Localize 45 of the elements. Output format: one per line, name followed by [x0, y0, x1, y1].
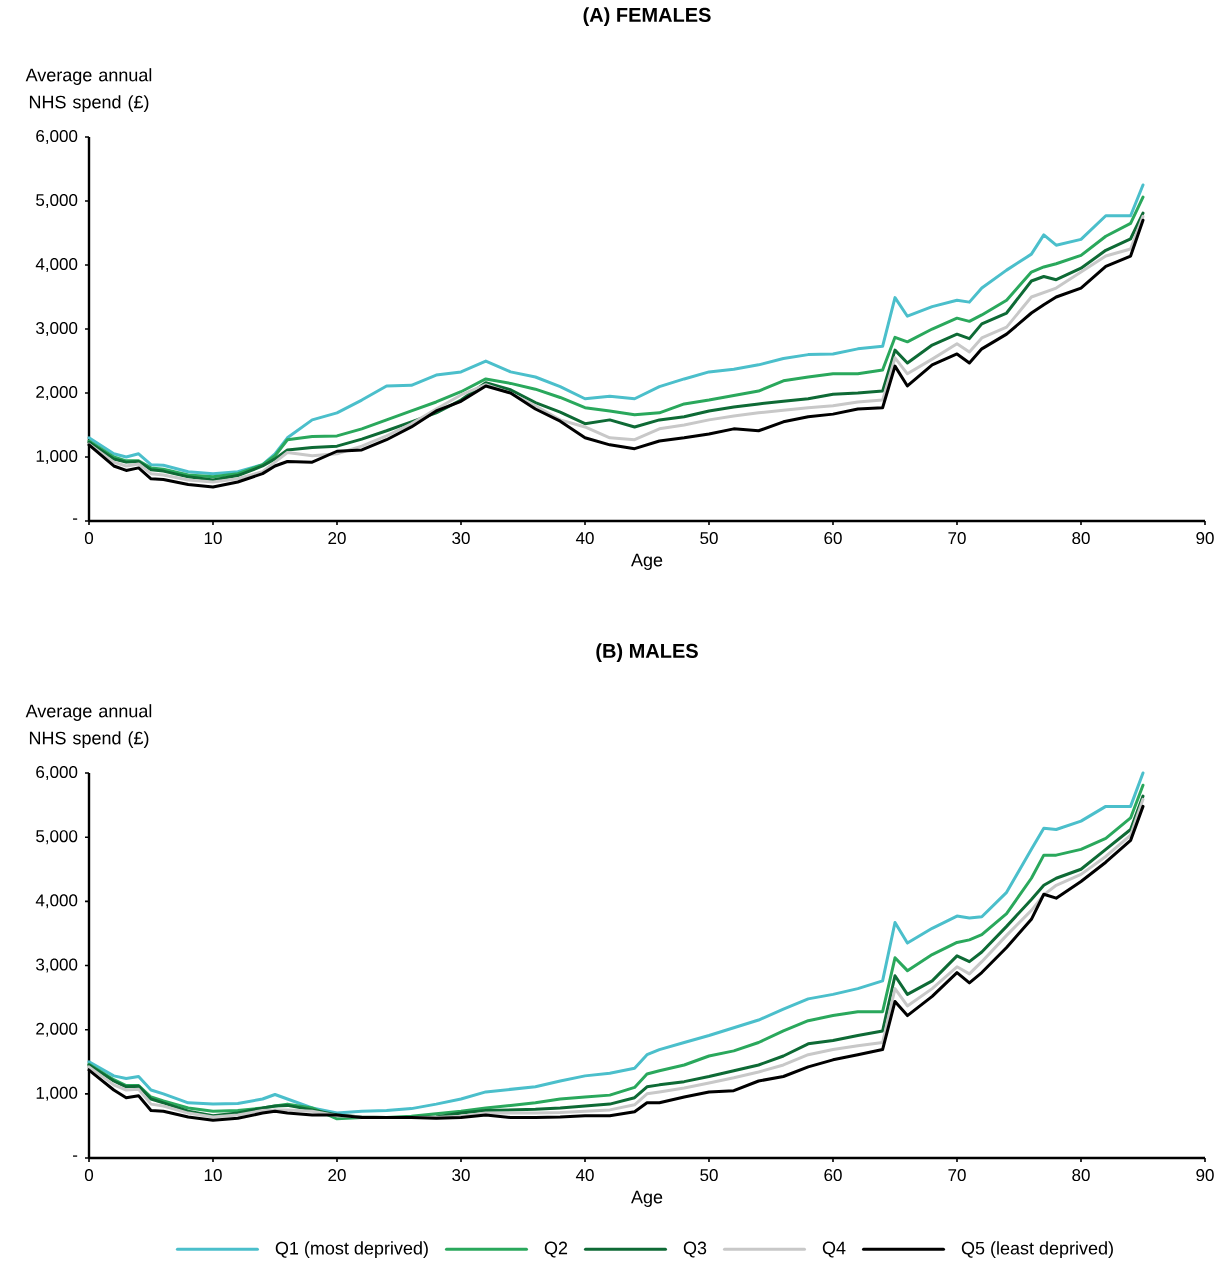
legend-label: Q3 — [683, 1241, 707, 1258]
x-tick-label: 80 — [1072, 532, 1090, 545]
x-tick-label: 50 — [700, 1169, 718, 1182]
y-tick-label: 3,000 — [36, 958, 78, 973]
legend-label: Q5 (least deprived) — [961, 1241, 1113, 1259]
x-axis-title: Age — [631, 553, 663, 570]
x-tick-label: 60 — [824, 1169, 842, 1182]
x-tick-label: 0 — [84, 532, 94, 545]
x-tick-label: 60 — [824, 532, 842, 545]
y-tick-label: 3,000 — [36, 322, 78, 337]
chart-title: (B) MALES — [596, 643, 698, 662]
y-tick-label: 2,000 — [36, 1022, 78, 1037]
y-tick-label: - — [73, 1155, 78, 1157]
x-tick-label: 20 — [328, 1169, 346, 1182]
chart-title: (A) FEMALES — [583, 7, 711, 26]
x-tick-label: 90 — [1196, 532, 1214, 545]
x-tick-label: 10 — [204, 532, 222, 545]
x-tick-label: 20 — [328, 532, 346, 545]
x-tick-label: 70 — [948, 532, 966, 545]
x-tick-label: 70 — [948, 1169, 966, 1182]
y-axis-title: Average annual NHS spend (£) — [25, 68, 152, 112]
y-tick-label: 5,000 — [36, 830, 78, 845]
y-tick-label: 1,000 — [36, 1086, 78, 1101]
y-tick-label: 4,000 — [35, 894, 78, 909]
legend-label: Q4 — [822, 1241, 846, 1258]
legend-label: Q2 — [544, 1241, 568, 1258]
y-tick-label: 2,000 — [36, 386, 78, 401]
x-tick-label: 10 — [204, 1169, 222, 1182]
y-tick-label: 6,000 — [36, 130, 78, 145]
y-tick-label: 5,000 — [36, 194, 78, 209]
y-tick-label: - — [73, 518, 78, 520]
y-tick-label: 6,000 — [36, 766, 78, 781]
y-tick-label: 4,000 — [35, 258, 78, 273]
x-tick-label: 40 — [575, 1169, 594, 1182]
x-tick-label: 40 — [575, 532, 594, 545]
y-axis-title: Average annual NHS spend (£) — [25, 704, 152, 748]
x-tick-label: 0 — [84, 1169, 94, 1182]
x-tick-label: 30 — [452, 532, 470, 545]
y-tick-label: 1,000 — [36, 450, 78, 465]
x-tick-label: 80 — [1072, 1169, 1090, 1182]
x-tick-label: 30 — [452, 1169, 470, 1182]
x-tick-label: 50 — [700, 532, 718, 545]
legend-label: Q1 (most deprived) — [275, 1241, 428, 1259]
x-axis-title: Age — [631, 1190, 663, 1207]
x-tick-label: 90 — [1196, 1169, 1214, 1182]
